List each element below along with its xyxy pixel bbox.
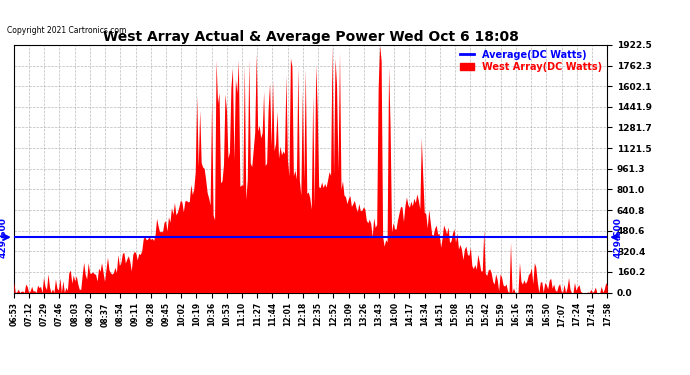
Text: 429.600: 429.600 bbox=[0, 217, 8, 258]
Legend: Average(DC Watts), West Array(DC Watts): Average(DC Watts), West Array(DC Watts) bbox=[460, 50, 602, 72]
Text: 429.600: 429.600 bbox=[613, 217, 622, 258]
Text: Copyright 2021 Cartronics.com: Copyright 2021 Cartronics.com bbox=[7, 26, 126, 35]
Title: West Array Actual & Average Power Wed Oct 6 18:08: West Array Actual & Average Power Wed Oc… bbox=[103, 30, 518, 44]
